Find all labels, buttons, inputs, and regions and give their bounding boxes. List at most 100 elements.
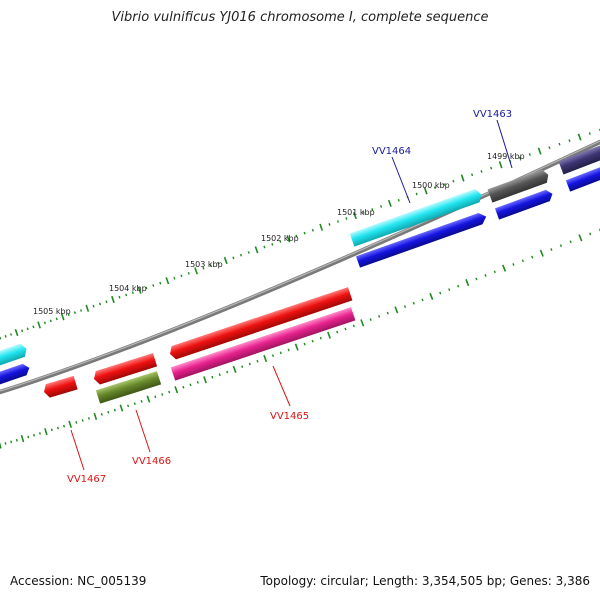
gene-vv1466-red[interactable]	[92, 353, 158, 386]
gene-cyan-left[interactable]	[0, 342, 29, 367]
lower-scale-minor-tick	[336, 330, 339, 334]
gene-vv1463-gray[interactable]	[487, 168, 551, 203]
upper-scale-major-tick	[423, 187, 428, 195]
gene-label-vv1465[interactable]: VV1465	[270, 411, 309, 422]
gene-vv1465-red[interactable]	[168, 287, 353, 361]
lower-scale-minor-tick	[4, 442, 7, 445]
upper-scale-major-tick	[460, 174, 465, 182]
accession-text: Accession: NC_005139	[10, 574, 147, 588]
upper-scale-major-tick	[85, 304, 90, 312]
lower-scale-minor-tick	[15, 438, 18, 442]
lower-scale-minor-tick	[87, 417, 90, 420]
lower-scale-minor-tick	[27, 435, 30, 439]
upper-scale-minor-tick	[187, 271, 190, 275]
lower-scale-major-tick	[232, 365, 237, 373]
gene-blue-left[interactable]	[0, 362, 31, 386]
lower-scale-minor-tick	[196, 380, 199, 384]
gene-blue-under-vv1464[interactable]	[355, 211, 488, 268]
lower-scale-minor-tick	[531, 255, 534, 259]
gene-vv1465-magenta[interactable]	[170, 307, 356, 381]
upper-scale-minor-tick	[49, 319, 52, 323]
gene-track-reverse	[42, 287, 356, 404]
lower-scale-minor-tick	[248, 362, 251, 366]
lower-scale-major-tick	[294, 343, 299, 351]
upper-scale-major-tick	[577, 133, 582, 141]
lower-scale-major-tick	[119, 404, 124, 412]
lower-scale-minor-tick	[168, 390, 171, 394]
upper-scale-minor-tick	[26, 327, 29, 331]
gene-vv1467-red[interactable]	[42, 375, 78, 399]
lower-scale-minor-tick	[287, 348, 290, 352]
lower-scale-minor-tick	[100, 412, 103, 416]
lower-scale-minor-tick	[378, 315, 381, 318]
upper-scale-minor-tick	[180, 274, 183, 278]
upper-scale-minor-tick	[73, 311, 76, 315]
upper-scale-minor-tick	[4, 334, 7, 338]
lower-scale-minor-tick	[33, 433, 36, 437]
lower-scale-minor-tick	[279, 351, 282, 355]
upper-scale-minor-tick	[548, 146, 551, 150]
lower-scale-minor-tick	[403, 305, 407, 308]
upper-scale-major-tick	[111, 295, 115, 304]
upper-scale-minor-tick	[528, 153, 531, 156]
gene-label-vv1467[interactable]: VV1467	[67, 474, 106, 485]
upper-scale-minor-tick	[118, 295, 121, 299]
gene-vv1466-olive[interactable]	[95, 371, 162, 404]
gene-label-vv1463[interactable]: VV1463	[473, 109, 512, 120]
scale-label-1505: 1505 kbp	[33, 307, 71, 316]
upper-scale-minor-tick	[98, 302, 102, 306]
lower-scale-major-tick	[68, 420, 72, 428]
lower-scale-minor-tick	[311, 339, 314, 343]
gene-label-vv1466[interactable]: VV1466	[132, 456, 171, 467]
lower-scale-minor-tick	[369, 318, 372, 321]
upper-scale-minor-tick	[67, 313, 70, 317]
upper-scale-major-tick	[498, 161, 503, 169]
upper-scale-minor-tick	[105, 300, 108, 304]
lower-scale-minor-tick	[75, 420, 78, 424]
lower-scale-minor-tick	[569, 240, 572, 244]
lower-scale-minor-tick	[50, 428, 53, 432]
lower-scale-minor-tick	[439, 291, 442, 295]
upper-scale-minor-tick	[32, 325, 35, 329]
gene-label-vv1464[interactable]: VV1464	[372, 146, 411, 157]
upper-scale-minor-tick	[443, 183, 446, 186]
upper-scale-minor-tick	[568, 139, 571, 143]
callout-vv1466	[135, 409, 151, 453]
gene-blue-right[interactable]	[565, 162, 600, 192]
scale-label-1500: 1500 kbp	[412, 181, 450, 190]
upper-scale-minor-tick	[397, 198, 400, 202]
scale-label-1502: 1502 kbp	[261, 234, 299, 243]
lower-scale-minor-tick	[521, 259, 524, 263]
upper-scale-minor-tick	[247, 251, 250, 254]
lower-scale-minor-tick	[189, 383, 192, 387]
lower-scale-minor-tick	[218, 373, 221, 377]
upper-scale-minor-tick	[311, 228, 314, 232]
upper-scale-minor-tick	[279, 240, 282, 243]
lower-scale-minor-tick	[211, 375, 214, 379]
upper-scale-minor-tick	[217, 261, 220, 265]
upper-scale-minor-tick	[10, 333, 13, 336]
lower-scale-minor-tick	[421, 298, 424, 302]
upper-scale-minor-tick	[518, 156, 522, 160]
lower-scale-minor-tick	[127, 404, 130, 408]
upper-scale-major-tick	[37, 321, 41, 329]
lower-scale-minor-tick	[475, 277, 478, 281]
lower-scale-major-tick	[263, 354, 268, 363]
upper-scale-minor-tick	[55, 317, 58, 321]
gene-blue-under-vv1463[interactable]	[494, 188, 555, 220]
lower-scale-minor-tick	[550, 248, 553, 251]
lower-scale-major-tick	[465, 279, 470, 287]
gene-vv1464-cyan[interactable]	[349, 188, 484, 247]
lower-scale-minor-tick	[559, 244, 563, 248]
lower-scale-major-tick	[174, 386, 179, 394]
upper-scale-major-tick	[165, 277, 170, 285]
upper-scale-minor-tick	[92, 304, 95, 308]
upper-scale-major-tick	[537, 147, 542, 155]
upper-scale-major-tick	[286, 235, 291, 243]
lower-scale-minor-tick	[386, 311, 389, 315]
upper-scale-major-tick	[14, 329, 19, 337]
lower-scale-minor-tick	[448, 288, 451, 291]
lower-scale-major-tick	[0, 441, 2, 449]
gene-purple-right[interactable]	[558, 143, 600, 175]
